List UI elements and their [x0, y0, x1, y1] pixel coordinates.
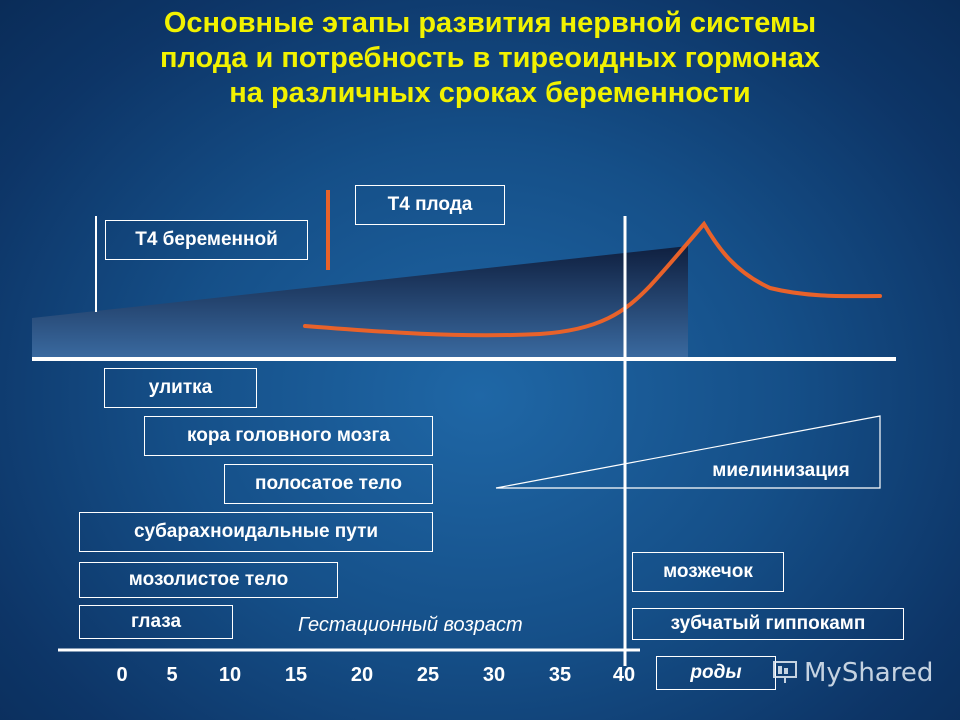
watermark-text: MyShared — [804, 658, 934, 688]
stage-striatum: полосатое тело — [224, 464, 433, 504]
title-line-1: Основные этапы развития нервной системы — [163, 7, 817, 39]
stage-cerebellum: мозжечок — [632, 552, 784, 592]
tick-label: 35 — [548, 664, 572, 686]
tick-label: 25 — [416, 664, 440, 686]
maternal-t4-wedge — [32, 246, 688, 358]
tick-label: 5 — [166, 664, 178, 686]
tick-label: 0 — [116, 664, 128, 686]
tick-label: 30 — [482, 664, 506, 686]
page-title: Основные этапы развития нервной системы … — [0, 6, 960, 111]
myelination-triangle — [495, 415, 881, 489]
maternal-t4-label: Т4 беременной — [105, 220, 308, 260]
title-line-2: плода и потребность в тиреоидных гормона… — [160, 42, 820, 74]
fetal-t4-curve — [303, 220, 882, 338]
stage-cortex: кора головного мозга — [144, 416, 433, 456]
birth-label: роды — [656, 656, 776, 690]
stage-myelination: миелинизация — [712, 460, 850, 481]
stage-dentate-hippocampus: зубчатый гиппокамп — [632, 608, 904, 640]
tick-label: 10 — [218, 664, 242, 686]
stage-cochlea: улитка — [104, 368, 257, 408]
gestational-age-label: Гестационный возраст — [298, 614, 523, 636]
stage-eyes: глаза — [79, 605, 233, 639]
tick-label: 40 — [612, 664, 636, 686]
stage-corpus-callosum: мозолистое тело — [79, 562, 338, 598]
title-line-3: на различных сроках беременности — [229, 77, 751, 109]
tick-label: 20 — [350, 664, 374, 686]
stage-subarachnoid: субарахноидальные пути — [79, 512, 433, 552]
tick-label: 15 — [284, 664, 308, 686]
watermark: MyShared — [772, 658, 933, 688]
fetal-t4-label: Т4 плода — [355, 185, 505, 225]
presentation-icon — [772, 659, 798, 685]
